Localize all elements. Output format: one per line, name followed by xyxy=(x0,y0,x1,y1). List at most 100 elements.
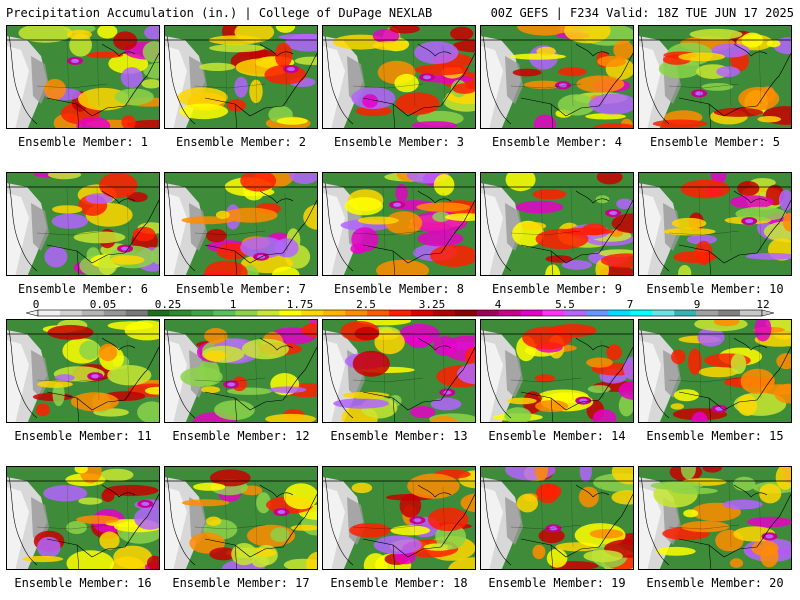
precip-map xyxy=(7,173,159,275)
ensemble-member-label: Ensemble Member: 15 xyxy=(646,429,784,443)
precip-map xyxy=(7,320,159,422)
ensemble-member-label: Ensemble Member: 14 xyxy=(488,429,626,443)
ensemble-member-label: Ensemble Member: 10 xyxy=(646,282,784,296)
scale-swatch xyxy=(498,310,521,316)
scale-swatch xyxy=(59,310,83,316)
precip-map xyxy=(7,467,159,569)
scale-swatch xyxy=(652,310,675,316)
scale-swatch xyxy=(367,310,390,316)
scale-tick-label: 0.05 xyxy=(89,298,117,311)
scale-tick-label: 12 xyxy=(756,298,770,311)
scale-swatch xyxy=(608,310,631,316)
scale-swatch xyxy=(410,310,434,316)
precip-map xyxy=(639,320,791,422)
precip-map xyxy=(323,26,475,128)
precip-map xyxy=(639,173,791,275)
header-right-title: 00Z GEFS | F234 Valid: 18Z TUE JUN 17 20… xyxy=(490,6,794,20)
precip-map xyxy=(323,467,475,569)
scale-tick-label: 5.5 xyxy=(555,298,575,311)
scale-swatch xyxy=(696,310,719,316)
ensemble-panel-18 xyxy=(322,466,476,570)
scale-swatch xyxy=(454,310,478,316)
ensemble-panel-20 xyxy=(638,466,792,570)
ensemble-panel-2 xyxy=(164,25,318,129)
scale-right-arrow xyxy=(761,309,775,317)
ensemble-panel-13 xyxy=(322,319,476,423)
ensemble-panel-19 xyxy=(480,466,634,570)
ensemble-member-label: Ensemble Member: 1 xyxy=(17,135,149,149)
scale-swatch xyxy=(213,310,236,316)
scale-swatch xyxy=(257,310,280,316)
precip-map xyxy=(165,26,317,128)
scale-swatch xyxy=(389,310,412,316)
ensemble-member-label: Ensemble Member: 13 xyxy=(330,429,468,443)
scale-swatch xyxy=(323,310,346,316)
ensemble-member-label: Ensemble Member: 18 xyxy=(330,576,468,590)
scale-swatch xyxy=(147,310,170,316)
precip-map xyxy=(639,467,791,569)
precip-map xyxy=(481,467,633,569)
ensemble-member-label: Ensemble Member: 2 xyxy=(175,135,307,149)
header-left-title: Precipitation Accumulation (in.) | Colle… xyxy=(6,6,433,20)
ensemble-panel-3 xyxy=(322,25,476,129)
scale-swatch xyxy=(432,310,456,316)
ensemble-member-label: Ensemble Member: 7 xyxy=(175,282,307,296)
ensemble-member-label: Ensemble Member: 16 xyxy=(14,576,152,590)
scale-swatch xyxy=(191,310,214,316)
scale-swatch xyxy=(564,310,587,316)
precip-map xyxy=(323,173,475,275)
ensemble-panel-14 xyxy=(480,319,634,423)
scale-swatch xyxy=(345,310,368,316)
ensemble-member-label: Ensemble Member: 12 xyxy=(172,429,310,443)
precip-map xyxy=(165,320,317,422)
scale-swatch xyxy=(279,310,302,316)
precip-map xyxy=(323,320,475,422)
ensemble-member-label: Ensemble Member: 11 xyxy=(14,429,152,443)
ensemble-panel-16 xyxy=(6,466,160,570)
ensemble-panel-9 xyxy=(480,172,634,276)
ensemble-panel-12 xyxy=(164,319,318,423)
ensemble-member-label: Ensemble Member: 20 xyxy=(646,576,784,590)
precip-map xyxy=(165,467,317,569)
scale-tick-label: 1.75 xyxy=(286,298,314,311)
ensemble-member-label: Ensemble Member: 17 xyxy=(172,576,310,590)
scale-tick-label: 2.5 xyxy=(356,298,376,311)
scale-swatch xyxy=(740,310,763,316)
scale-swatch xyxy=(235,310,258,316)
scale-swatch xyxy=(542,310,565,316)
scale-swatch xyxy=(586,310,609,316)
scale-swatch xyxy=(125,310,148,316)
ensemble-panel-4 xyxy=(480,25,634,129)
scale-swatch xyxy=(520,310,543,316)
ensemble-member-label: Ensemble Member: 9 xyxy=(491,282,623,296)
scale-swatch xyxy=(301,310,324,316)
scale-swatch xyxy=(674,310,697,316)
ensemble-member-label: Ensemble Member: 6 xyxy=(17,282,149,296)
ensemble-panel-6 xyxy=(6,172,160,276)
precip-map xyxy=(639,26,791,128)
scale-swatch xyxy=(630,310,653,316)
ensemble-panel-10 xyxy=(638,172,792,276)
scale-swatch xyxy=(476,310,500,316)
scale-swatch xyxy=(169,310,192,316)
ensemble-member-label: Ensemble Member: 8 xyxy=(333,282,465,296)
ensemble-member-label: Ensemble Member: 4 xyxy=(491,135,623,149)
precip-map xyxy=(481,173,633,275)
precip-map xyxy=(165,173,317,275)
scale-tick-label: 0 xyxy=(32,298,40,311)
scale-swatch xyxy=(38,310,61,316)
scale-tick-label: 1 xyxy=(229,298,237,311)
ensemble-panel-17 xyxy=(164,466,318,570)
precip-map xyxy=(481,320,633,422)
scale-swatch xyxy=(81,310,105,316)
scale-tick-label: 4 xyxy=(494,298,502,311)
ensemble-panel-11 xyxy=(6,319,160,423)
ensemble-member-label: Ensemble Member: 5 xyxy=(649,135,781,149)
ensemble-member-label: Ensemble Member: 19 xyxy=(488,576,626,590)
scale-swatch xyxy=(103,310,127,316)
precip-map xyxy=(7,26,159,128)
ensemble-panel-7 xyxy=(164,172,318,276)
scale-tick-label: 9 xyxy=(693,298,701,311)
ensemble-panel-15 xyxy=(638,319,792,423)
ensemble-member-label: Ensemble Member: 3 xyxy=(333,135,465,149)
